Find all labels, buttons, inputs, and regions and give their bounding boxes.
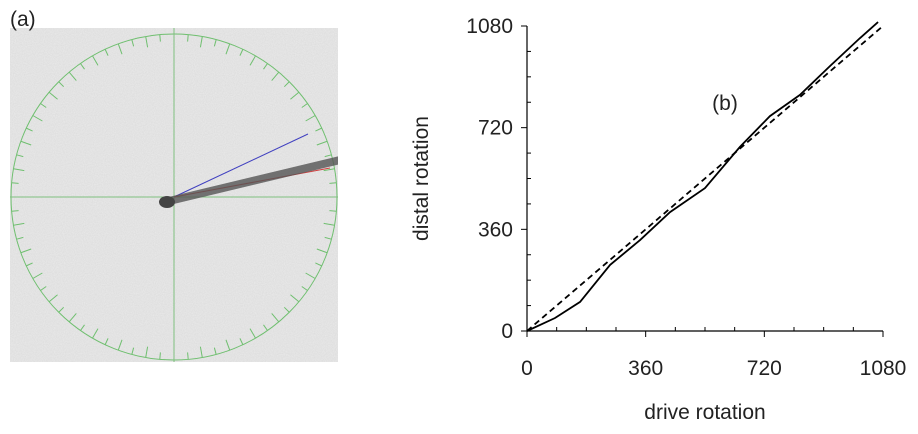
dial-tick <box>16 154 24 158</box>
dial-tick <box>48 91 58 100</box>
y-axis-label: distal rotation <box>410 116 433 241</box>
dial-tick <box>213 39 217 47</box>
dial-tick <box>316 248 328 254</box>
dial-tick <box>80 324 85 331</box>
series-line <box>526 25 884 332</box>
dial-tick <box>40 286 47 291</box>
x-tick-label: 1080 <box>860 357 907 380</box>
dial-tick <box>117 339 123 351</box>
dial-tick <box>323 222 335 226</box>
dial-tick <box>58 306 65 313</box>
dial-tick <box>263 324 268 331</box>
dial-tick <box>249 328 256 339</box>
dial-tick <box>239 338 244 345</box>
dial-tick <box>11 210 19 212</box>
dial-tick <box>20 140 32 146</box>
panel-label: (a) <box>10 8 36 31</box>
dial-tick <box>16 236 24 240</box>
dial-tick <box>131 347 135 355</box>
dial-tick <box>213 347 217 355</box>
dial-tick <box>117 43 123 55</box>
dial-tick <box>104 49 109 56</box>
y-tick-label: 360 <box>478 218 513 241</box>
dial-tick <box>301 103 308 108</box>
dial-tick <box>159 352 161 360</box>
dial-tick <box>32 115 43 122</box>
dial-tick <box>40 103 47 108</box>
x-tick-label: 360 <box>628 357 663 380</box>
dial-tick <box>329 210 337 212</box>
dial-tick <box>145 346 149 358</box>
y-tick-label: 0 <box>501 320 513 343</box>
dial-tick <box>315 262 322 267</box>
y-tick-label: 720 <box>478 117 513 140</box>
annotation: (b) <box>712 92 738 115</box>
dial-tick <box>26 262 33 267</box>
dial-tick <box>187 34 189 42</box>
dial-tick <box>239 49 244 56</box>
dial-tick <box>324 154 332 158</box>
dial-tick <box>80 63 85 70</box>
dial-tick <box>324 236 332 240</box>
dial-tick <box>225 43 231 55</box>
dial-tick <box>323 168 335 172</box>
dial-tick <box>32 272 43 279</box>
dial-tick <box>11 182 19 184</box>
dial-tick <box>68 71 77 81</box>
dial-tick <box>13 168 25 172</box>
dial-tick <box>92 328 99 339</box>
dial-tick <box>131 39 135 47</box>
dial-tick <box>271 71 280 81</box>
dial-tick <box>187 352 189 360</box>
dial-tick <box>290 91 300 100</box>
dial-tick <box>305 272 316 279</box>
dial-tick <box>199 346 203 358</box>
dial-tick <box>271 313 280 323</box>
x-axis-label: drive rotation <box>644 401 765 424</box>
dial-tick <box>145 36 149 48</box>
dial-tick <box>305 115 316 122</box>
dial-tick <box>316 140 328 146</box>
x-tick-label: 720 <box>747 357 782 380</box>
dial-tick <box>283 81 290 88</box>
dial-tick <box>249 55 256 66</box>
dial-tick <box>263 63 268 70</box>
dial-tick <box>301 286 308 291</box>
dial-tick <box>315 127 322 132</box>
dial-tick <box>58 81 65 88</box>
dial-tick <box>104 338 109 345</box>
dial-tick <box>199 36 203 48</box>
dial-tick <box>48 294 58 303</box>
dial-tick <box>26 127 33 132</box>
y-tick-label: 1080 <box>466 15 513 38</box>
dial-tick <box>290 294 300 303</box>
dial-tick <box>13 222 25 226</box>
dial-tick <box>68 313 77 323</box>
panel-a-image <box>10 28 338 362</box>
dial-tick <box>92 55 99 66</box>
series-line <box>526 21 879 332</box>
dial-tick <box>329 182 337 184</box>
dial-tick <box>283 306 290 313</box>
x-tick-label: 0 <box>521 357 533 380</box>
dial-tick <box>20 248 32 254</box>
dial-tick <box>159 34 161 42</box>
dial-tick <box>225 339 231 351</box>
